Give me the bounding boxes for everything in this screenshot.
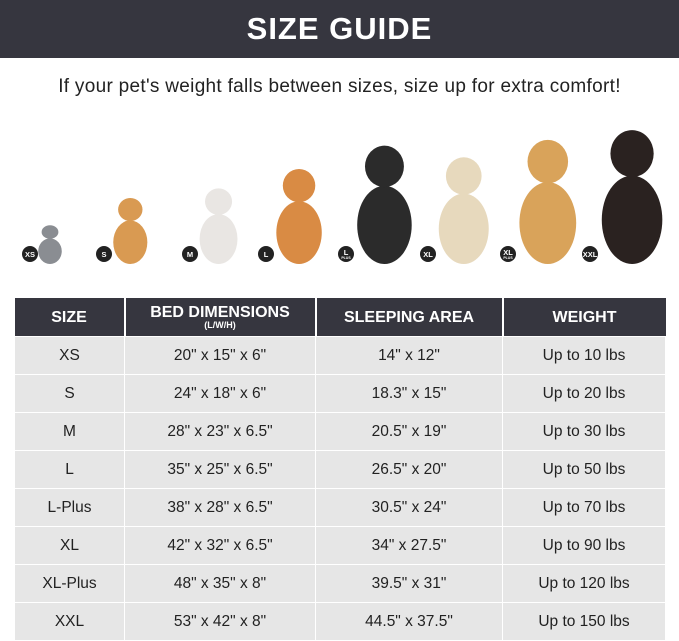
size-cell: XXL [14,602,125,641]
bed-dimensions-cell: 20" x 15" x 6" [124,336,316,375]
size-cell: XS [14,336,125,375]
sleeping-area-cell: 30.5" x 24" [315,488,503,527]
bed-dimensions-cell: 53" x 42" x 8" [124,602,316,641]
size-cell: XL [14,526,125,565]
bed-dimensions-cell: 35" x 25" x 6.5" [124,450,316,489]
size-cell: L [14,450,125,489]
french-bulldog-image [199,188,238,264]
header-weight: WEIGHT [502,298,666,337]
size-badge: XXL [582,246,598,262]
weight-cell: Up to 120 lbs [502,564,666,603]
size-badge: M [182,246,198,262]
header-size: SIZE [14,298,126,337]
sleeping-area-cell: 26.5" x 20" [315,450,503,489]
weight-cell: Up to 70 lbs [502,488,666,527]
table-row: XL-Plus 48" x 35" x 8" 39.5" x 31" Up to 12… [14,564,666,603]
cat-image [38,225,62,264]
table-row: S 24" x 18" x 6" 18.3" x 15" Up to 20 lbs [14,374,666,413]
table-row: M 28" x 23" x 6.5" 20.5" x 19" Up to 30 lbs [14,412,666,451]
table-row: L 35" x 25" x 6.5" 26.5" x 20" Up to 50 lbs [14,450,666,489]
size-badge: S [96,246,112,262]
size-badge: L [258,246,274,262]
sizing-tip: If your pet's weight falls between sizes… [58,76,621,97]
weight-cell: Up to 90 lbs [502,526,666,565]
labrador-image [438,157,489,264]
table-row: L-Plus 38" x 28" x 6.5" 30.5" x 24" Up to 7… [14,488,666,527]
sleeping-area-cell: 18.3" x 15" [315,374,503,413]
bed-dimensions-cell: 38" x 28" x 6.5" [124,488,316,527]
sleeping-area-cell: 44.5" x 37.5" [315,602,503,641]
bed-dimensions-cell: 24" x 18" x 6" [124,374,316,413]
table-row: XS 20" x 15" x 6" 14" x 12" Up to 10 lbs [14,336,666,375]
border-collie-image [357,145,412,264]
size-badge: XL PLUS [500,246,516,262]
table-row: XL 42" x 32" x 6.5" 34" x 27.5" Up to 90 lb… [14,526,666,565]
weight-cell: Up to 150 lbs [502,602,666,641]
pomeranian-image [113,198,148,264]
size-badge: XS [22,246,38,262]
weight-cell: Up to 50 lbs [502,450,666,489]
size-cell: L-Plus [14,488,125,527]
size-cell: M [14,412,125,451]
sleeping-area-cell: 14" x 12" [315,336,503,375]
header-bed-dimensions: BED DIMENSIONS (L/W/H) [124,298,317,337]
golden-retriever-image [519,139,577,264]
size-cell: S [14,374,125,413]
weight-cell: Up to 30 lbs [502,412,666,451]
size-badge: L PLUS [338,246,354,262]
sleeping-area-cell: 34" x 27.5" [315,526,503,565]
size-cell: XL-Plus [14,564,125,603]
sleeping-area-cell: 39.5" x 31" [315,564,503,603]
bed-dimensions-cell: 28" x 23" x 6.5" [124,412,316,451]
size-table: SIZE BED DIMENSIONS (L/W/H) SLEEPING AREA… [14,298,666,641]
weight-cell: Up to 10 lbs [502,336,666,375]
page-title: SIZE GUIDE [0,0,679,58]
bed-dimensions-cell: 48" x 35" x 8" [124,564,316,603]
shiba-inu-image [276,168,322,264]
pet-size-lineup: XS S M L L PLUS XL XL PLUS XXL [0,130,679,270]
bed-dimensions-cell: 42" x 32" x 6.5" [124,526,316,565]
header-sleeping-area: SLEEPING AREA [315,298,504,337]
weight-cell: Up to 20 lbs [502,374,666,413]
sleeping-area-cell: 20.5" x 19" [315,412,503,451]
table-row: XXL 53" x 42" x 8" 44.5" x 37.5" Up to 150 … [14,602,666,641]
size-badge: XL [420,246,436,262]
doberman-image [601,130,663,264]
